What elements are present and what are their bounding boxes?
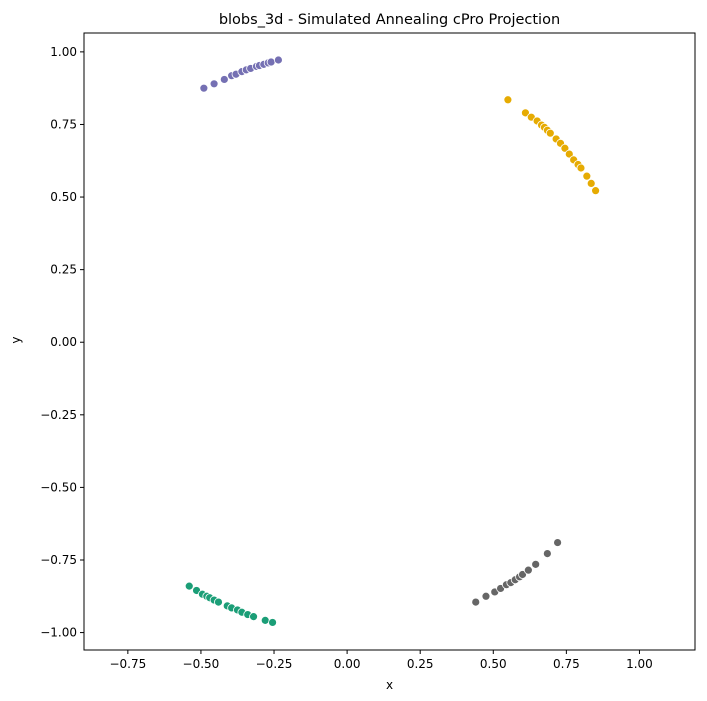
data-point (576, 163, 586, 173)
x-tick-label: 0.50 (480, 657, 507, 671)
series-0 (199, 55, 283, 93)
x-tick-label: 0.00 (334, 657, 361, 671)
data-point (553, 538, 562, 547)
data-point (199, 83, 209, 93)
data-point (274, 55, 283, 65)
data-point (545, 128, 555, 138)
x-tick-label: −0.75 (109, 657, 146, 671)
data-point (518, 570, 527, 579)
y-tick-label: 0.50 (50, 190, 77, 204)
data-point (184, 581, 194, 591)
x-tick-label: 0.75 (553, 657, 580, 671)
x-tick-label: −0.25 (256, 657, 293, 671)
data-point (521, 108, 530, 118)
data-point (503, 95, 513, 105)
data-point (564, 149, 574, 159)
data-point (268, 618, 277, 627)
x-axis-label: x (386, 678, 393, 692)
series-2 (184, 581, 277, 627)
y-axis: −1.00 −0.75 −0.50 −0.25 0.00 0.25 0.50 0.75 1.00 (40, 45, 84, 640)
y-tick-label: −1.00 (40, 626, 77, 640)
series-1 (503, 95, 601, 196)
data-point (209, 79, 219, 89)
data-point (523, 565, 533, 575)
y-tick-label: 0.75 (50, 117, 77, 131)
y-tick-label: 1.00 (50, 45, 77, 59)
x-tick-label: −0.50 (183, 657, 220, 671)
data-point (219, 75, 229, 84)
y-tick-label: −0.50 (40, 480, 77, 494)
data-point (582, 171, 592, 181)
data-point (249, 612, 258, 622)
data-point (481, 591, 491, 601)
data-point (266, 57, 276, 67)
data-point (214, 597, 223, 607)
data-point (586, 179, 596, 188)
data-point (542, 549, 552, 559)
series-3 (471, 538, 562, 607)
x-tick-label: 0.25 (407, 657, 434, 671)
y-tick-label: 0.00 (50, 335, 77, 349)
plot-frame (83, 32, 696, 651)
y-tick-label: 0.25 (50, 263, 77, 277)
data-point (260, 615, 270, 625)
plot-marks (184, 55, 601, 627)
x-axis: −0.75 −0.50 −0.25 0.00 0.25 0.50 0.75 1.00 (109, 650, 653, 671)
chart-title: blobs_3d - Simulated Annealing cPro Proj… (219, 12, 560, 28)
y-tick-label: −0.25 (40, 408, 77, 422)
data-point (591, 186, 601, 196)
data-point (560, 143, 570, 153)
data-point (531, 559, 541, 569)
y-tick-label: −0.75 (40, 553, 77, 567)
y-axis-label: y (9, 336, 23, 343)
x-tick-label: 1.00 (626, 657, 653, 671)
data-point (471, 597, 481, 607)
